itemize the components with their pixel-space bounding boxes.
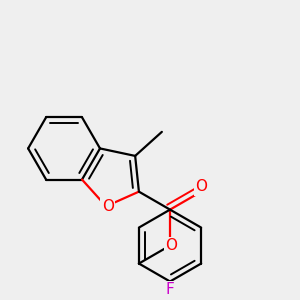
Text: O: O <box>166 238 178 253</box>
Text: O: O <box>102 199 114 214</box>
Text: F: F <box>166 282 174 297</box>
Text: O: O <box>195 179 207 194</box>
